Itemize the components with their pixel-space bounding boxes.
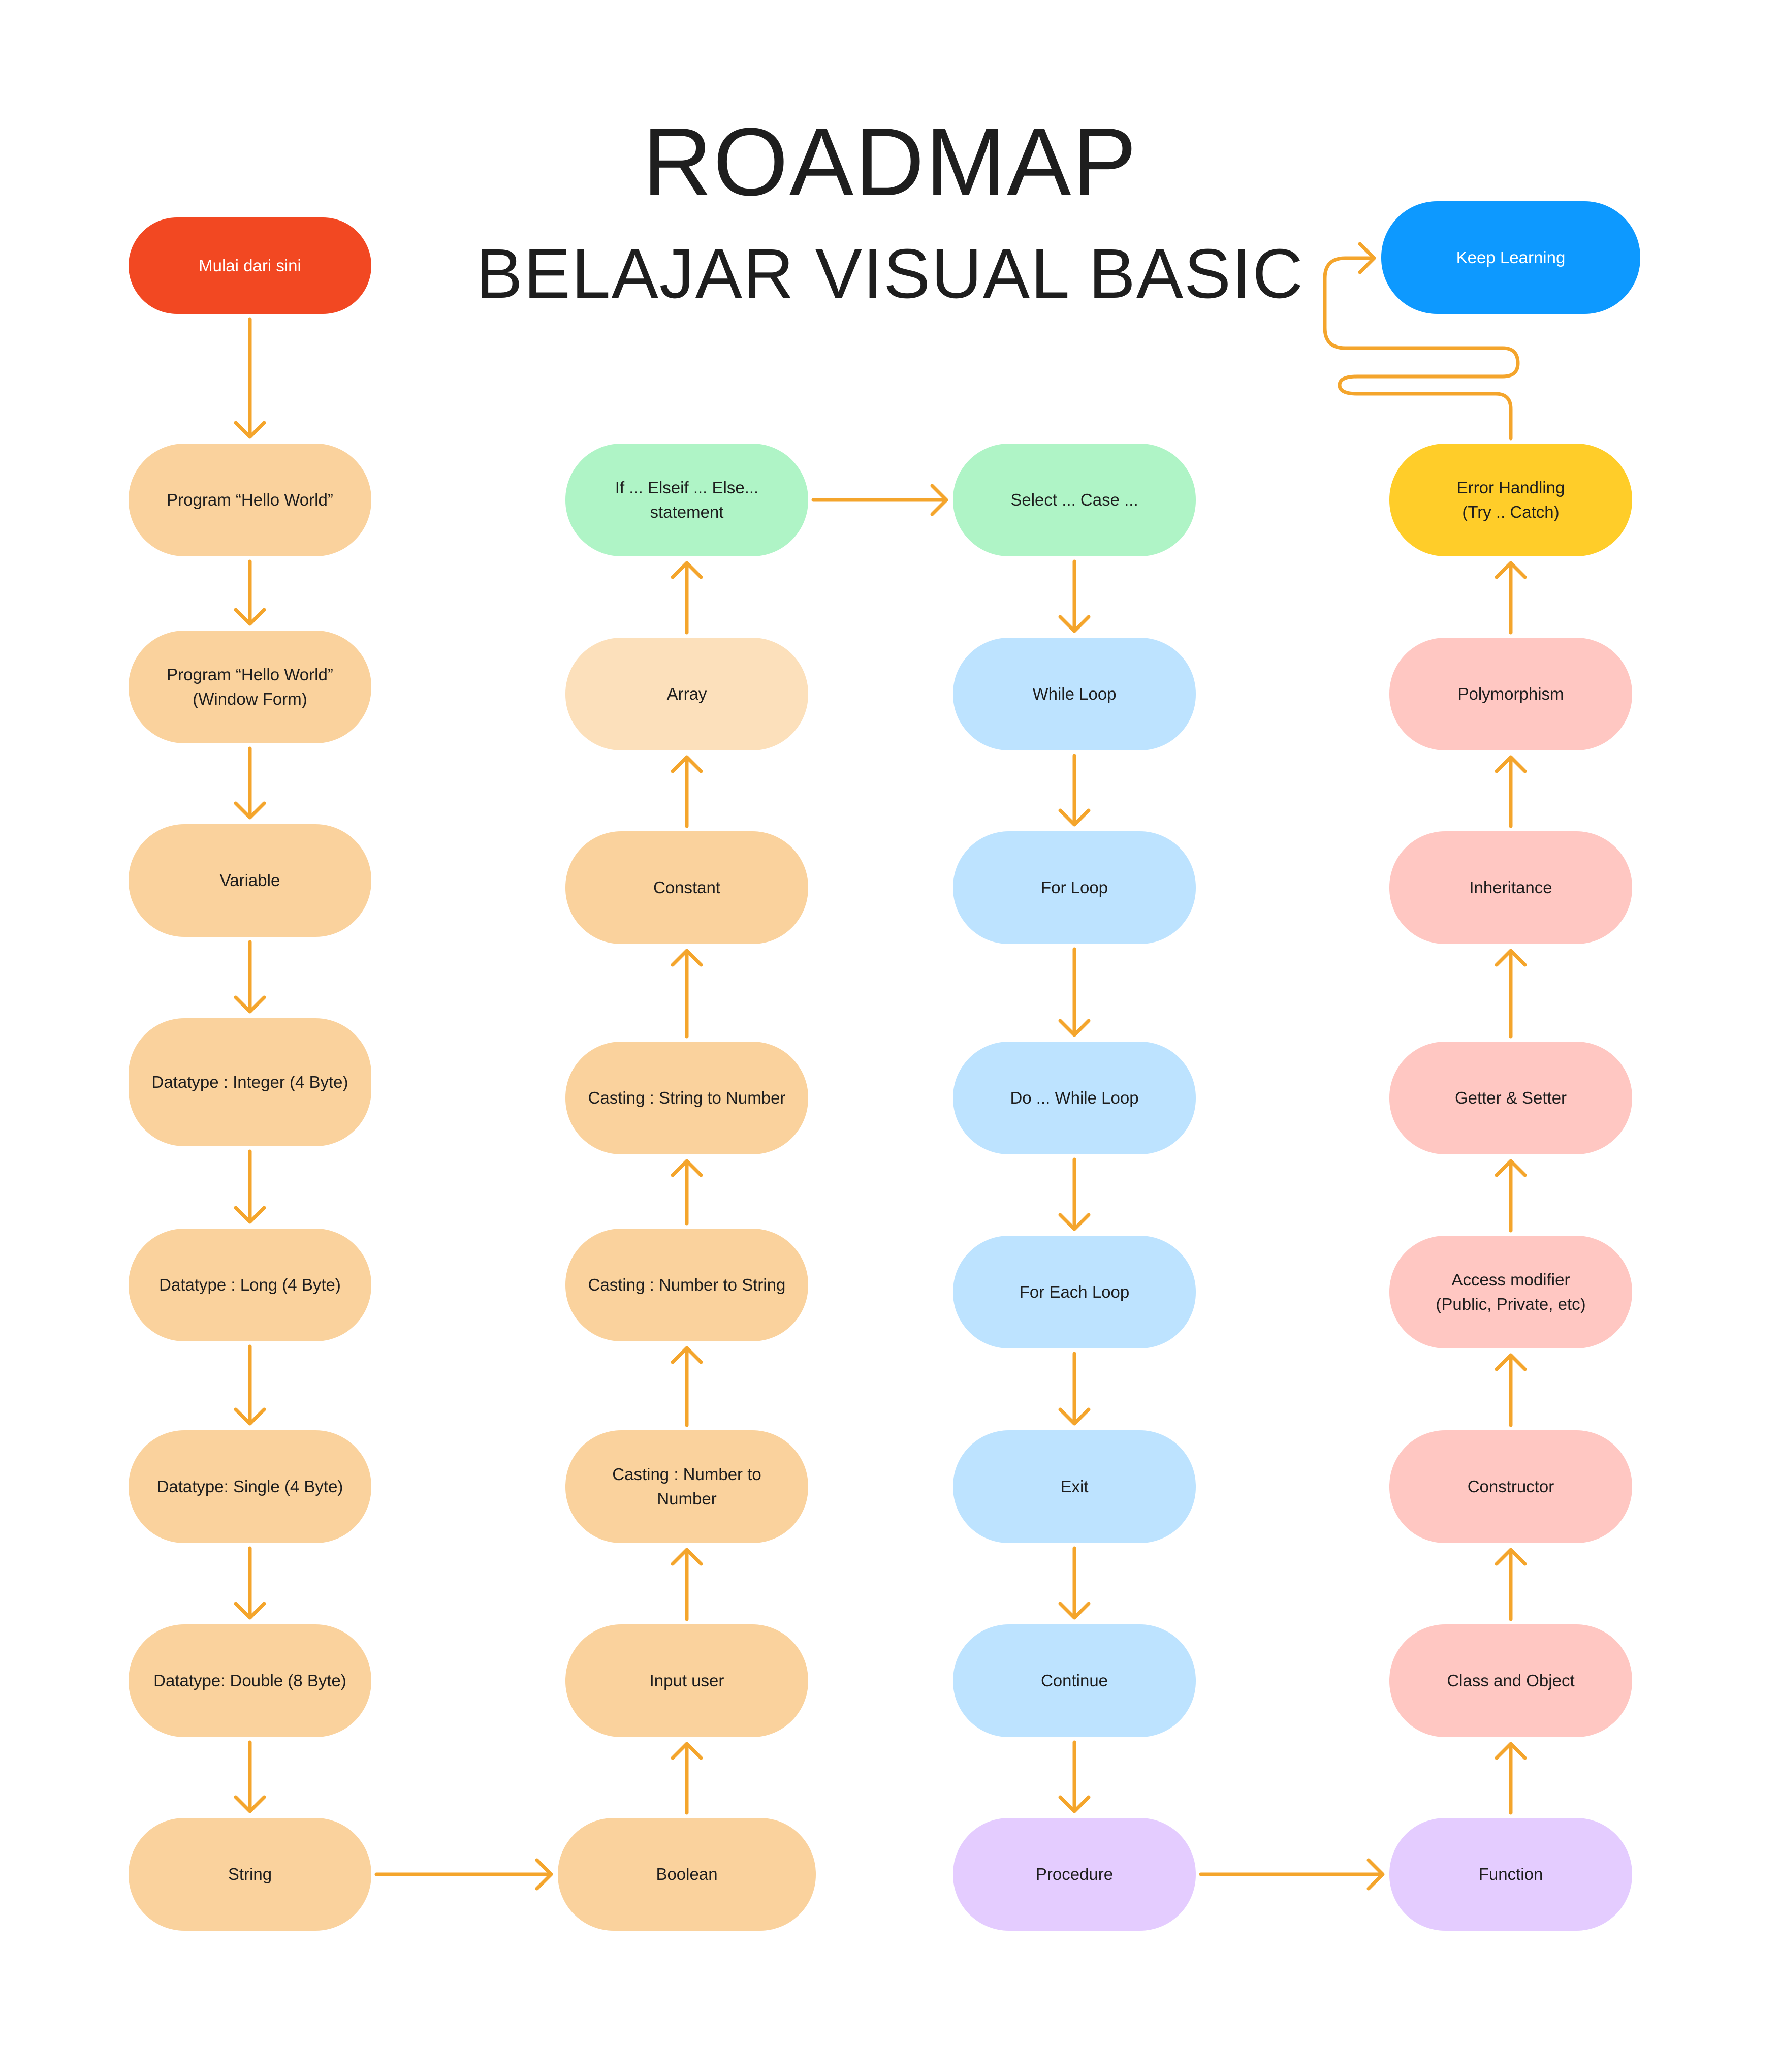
page-title: ROADMAP — [642, 108, 1138, 216]
arrow-input-to-cast-nn — [671, 1548, 703, 1621]
arrow-variable-to-integer — [234, 940, 266, 1014]
node-select-case[interactable]: Select ... Case ... — [953, 444, 1196, 556]
arrow-for-to-do-while — [1058, 947, 1091, 1037]
node-if-elseif-else[interactable]: If ... Elseif ... Else... statement — [565, 444, 808, 556]
arrow-long-to-single — [234, 1344, 266, 1426]
arrow-hello-form-to-variable — [234, 746, 266, 820]
arrow-start-to-hello — [234, 317, 266, 439]
arrow-class-to-constructor — [1495, 1548, 1527, 1621]
node-inheritance[interactable]: Inheritance — [1389, 831, 1632, 944]
node-class-and-object[interactable]: Class and Object — [1389, 1624, 1632, 1737]
arrow-while-to-for — [1058, 754, 1091, 827]
node-string[interactable]: String — [129, 1818, 371, 1931]
node-do-while-loop[interactable]: Do ... While Loop — [953, 1042, 1196, 1154]
page-subtitle: BELAJAR VISUAL BASIC — [475, 235, 1305, 313]
arrow-cast-ns-to-cast-sn — [671, 1159, 703, 1226]
arrow-string-to-boolean — [374, 1858, 553, 1891]
node-variable[interactable]: Variable — [129, 824, 371, 937]
node-for-each-loop[interactable]: For Each Loop — [953, 1236, 1196, 1348]
arrow-getter-to-inheritance — [1495, 949, 1527, 1039]
arrow-single-to-double — [234, 1546, 266, 1620]
node-input-user[interactable]: Input user — [565, 1624, 808, 1737]
arrow-if-to-select — [811, 484, 948, 516]
node-getter-setter[interactable]: Getter & Setter — [1389, 1042, 1632, 1154]
arrow-do-while-to-for-each — [1058, 1157, 1091, 1231]
arrow-integer-to-long — [234, 1149, 266, 1224]
node-while-loop[interactable]: While Loop — [953, 638, 1196, 750]
node-datatype-double[interactable]: Datatype: Double (8 Byte) — [129, 1624, 371, 1737]
arrow-double-to-string — [234, 1740, 266, 1813]
arrow-boolean-to-input — [671, 1742, 703, 1815]
arrow-continue-to-procedure — [1058, 1740, 1091, 1813]
node-function[interactable]: Function — [1389, 1818, 1632, 1931]
arrow-hello-to-hello-form — [234, 559, 266, 626]
arrow-exit-to-continue — [1058, 1546, 1091, 1620]
node-procedure[interactable]: Procedure — [953, 1818, 1196, 1931]
arrow-cast-nn-to-cast-ns — [671, 1346, 703, 1427]
node-casting-string-to-number[interactable]: Casting : String to Number — [565, 1042, 808, 1154]
arrow-access-to-getter — [1495, 1159, 1527, 1233]
node-access-modifier[interactable]: Access modifier (Public, Private, etc) — [1389, 1236, 1632, 1348]
arrow-for-each-to-exit — [1058, 1352, 1091, 1426]
node-casting-number-to-number[interactable]: Casting : Number to Number — [565, 1430, 808, 1543]
node-constant[interactable]: Constant — [565, 831, 808, 944]
node-keep-learning[interactable]: Keep Learning — [1381, 201, 1640, 314]
arrow-inheritance-to-polymorphism — [1495, 755, 1527, 828]
arrow-function-to-class — [1495, 1742, 1527, 1815]
arrow-array-to-if — [671, 561, 703, 635]
node-hello-world[interactable]: Program “Hello World” — [129, 444, 371, 556]
node-datatype-single[interactable]: Datatype: Single (4 Byte) — [129, 1430, 371, 1543]
node-datatype-integer[interactable]: Datatype : Integer (4 Byte) — [129, 1018, 371, 1146]
node-continue[interactable]: Continue — [953, 1624, 1196, 1737]
arrow-error-to-keep-learning — [1323, 242, 1520, 441]
node-constructor[interactable]: Constructor — [1389, 1430, 1632, 1543]
node-mulai-dari-sini[interactable]: Mulai dari sini — [129, 217, 371, 314]
arrow-select-to-while — [1058, 559, 1091, 633]
node-exit[interactable]: Exit — [953, 1430, 1196, 1543]
node-for-loop[interactable]: For Loop — [953, 831, 1196, 944]
node-casting-number-to-string[interactable]: Casting : Number to String — [565, 1229, 808, 1341]
arrow-cast-sn-to-constant — [671, 949, 703, 1039]
arrow-polymorphism-to-error — [1495, 561, 1527, 635]
arrow-constructor-to-access — [1495, 1353, 1527, 1427]
node-hello-world-window-form[interactable]: Program “Hello World” (Window Form) — [129, 631, 371, 743]
node-datatype-long[interactable]: Datatype : Long (4 Byte) — [129, 1229, 371, 1341]
node-boolean[interactable]: Boolean — [558, 1818, 816, 1931]
arrow-procedure-to-function — [1199, 1858, 1385, 1891]
node-error-handling[interactable]: Error Handling (Try .. Catch) — [1389, 444, 1632, 556]
node-polymorphism[interactable]: Polymorphism — [1389, 638, 1632, 750]
arrow-constant-to-array — [671, 755, 703, 828]
node-array[interactable]: Array — [565, 638, 808, 750]
